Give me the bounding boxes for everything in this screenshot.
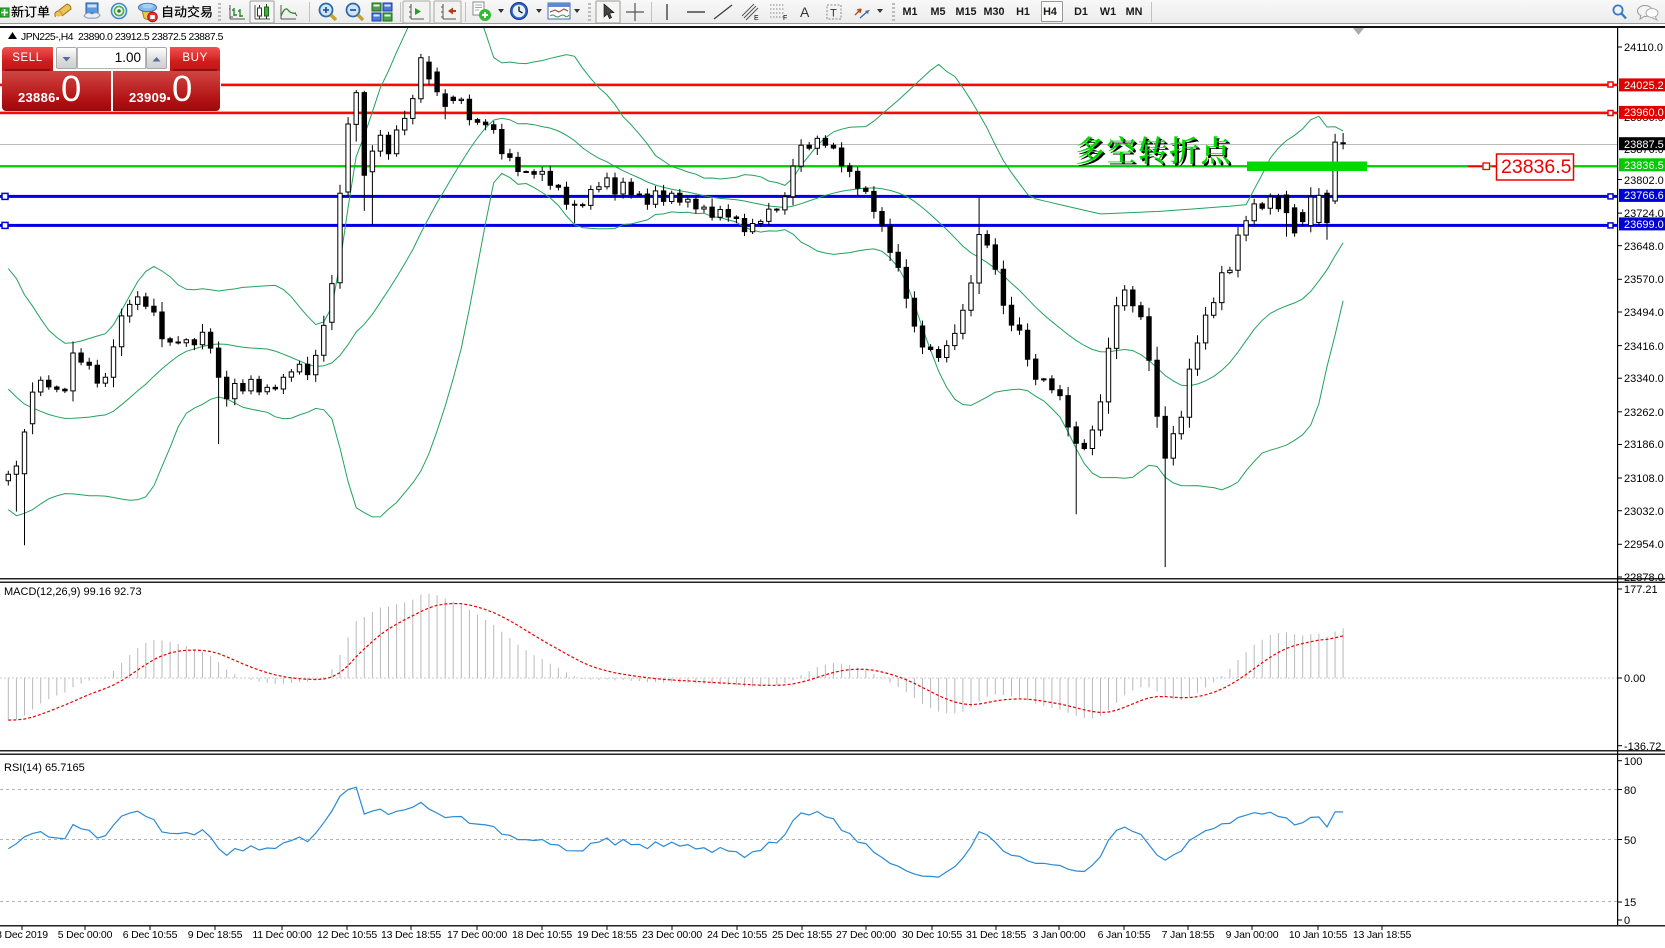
svg-text:23887.5: 23887.5 [1624, 139, 1664, 151]
svg-text:23836.5: 23836.5 [1501, 156, 1572, 178]
svg-text:24110.0: 24110.0 [1624, 42, 1663, 54]
svg-text:23724.0: 23724.0 [1624, 208, 1664, 220]
svg-text:A: A [800, 4, 810, 20]
svg-text:80: 80 [1624, 785, 1636, 797]
svg-text:25 Dec 18:55: 25 Dec 18:55 [772, 929, 832, 941]
svg-text:100: 100 [1624, 756, 1642, 768]
svg-text:0: 0 [1624, 915, 1630, 927]
svg-text:23570.0: 23570.0 [1624, 274, 1664, 286]
svg-text:13 Jan 18:55: 13 Jan 18:55 [1353, 929, 1412, 941]
svg-text:15: 15 [1624, 897, 1636, 909]
svg-text:30 Dec 10:55: 30 Dec 10:55 [902, 929, 962, 941]
svg-text:50: 50 [1624, 835, 1636, 847]
svg-text:23416.0: 23416.0 [1624, 341, 1664, 353]
svg-text:JPN225-,H4 23890.0 23912.5 23: JPN225-,H4 23890.0 23912.5 23872.5 23887… [21, 32, 224, 43]
svg-text:23766.6: 23766.6 [1624, 190, 1664, 202]
svg-text:13 Dec 18:55: 13 Dec 18:55 [381, 929, 441, 941]
svg-text:23802.0: 23802.0 [1624, 175, 1664, 187]
svg-text:23186.0: 23186.0 [1624, 439, 1664, 451]
svg-text:10 Jan 10:55: 10 Jan 10:55 [1289, 929, 1348, 941]
svg-text:24025.2: 24025.2 [1624, 80, 1664, 92]
svg-text:23340.0: 23340.0 [1624, 373, 1664, 385]
svg-text:9 Jan 00:00: 9 Jan 00:00 [1226, 929, 1279, 941]
svg-text:23648.0: 23648.0 [1624, 241, 1664, 253]
svg-text:23 Dec 00:00: 23 Dec 00:00 [642, 929, 702, 941]
svg-text:E: E [754, 15, 759, 22]
svg-text:3 Jan 00:00: 3 Jan 00:00 [1033, 929, 1086, 941]
svg-text:23494.0: 23494.0 [1624, 307, 1664, 319]
svg-text:24 Dec 10:55: 24 Dec 10:55 [707, 929, 767, 941]
svg-text:0.00: 0.00 [1624, 673, 1645, 685]
svg-text:23960.0: 23960.0 [1624, 107, 1664, 119]
svg-text:F: F [783, 15, 787, 22]
svg-text:5 Dec 00:00: 5 Dec 00:00 [58, 929, 113, 941]
svg-text:23836.5: 23836.5 [1624, 160, 1664, 172]
svg-text:11 Dec 00:00: 11 Dec 00:00 [252, 929, 312, 941]
svg-text:T: T [830, 8, 837, 20]
svg-text:27 Dec 00:00: 27 Dec 00:00 [836, 929, 896, 941]
svg-text:23262.0: 23262.0 [1624, 407, 1664, 419]
svg-text:23108.0: 23108.0 [1624, 473, 1664, 485]
svg-text:RSI(14) 65.7165: RSI(14) 65.7165 [4, 762, 85, 774]
svg-text:6 Dec 10:55: 6 Dec 10:55 [123, 929, 178, 941]
svg-text:19 Dec 18:55: 19 Dec 18:55 [577, 929, 637, 941]
svg-text:7 Jan 18:55: 7 Jan 18:55 [1162, 929, 1215, 941]
svg-text:177.21: 177.21 [1624, 584, 1658, 596]
svg-text:23699.0: 23699.0 [1624, 219, 1664, 231]
svg-text:12 Dec 10:55: 12 Dec 10:55 [317, 929, 377, 941]
svg-text:23032.0: 23032.0 [1624, 506, 1664, 518]
svg-text:18 Dec 10:55: 18 Dec 10:55 [512, 929, 572, 941]
svg-text:3 Dec 2019: 3 Dec 2019 [0, 929, 48, 941]
svg-text:22878.0: 22878.0 [1624, 572, 1664, 584]
svg-text:MACD(12,26,9) 99.16 92.73: MACD(12,26,9) 99.16 92.73 [4, 586, 142, 598]
svg-text:-136.72: -136.72 [1624, 741, 1661, 753]
svg-text:22954.0: 22954.0 [1624, 539, 1664, 551]
svg-text:31 Dec 18:55: 31 Dec 18:55 [966, 929, 1026, 941]
svg-text:6 Jan 10:55: 6 Jan 10:55 [1098, 929, 1151, 941]
svg-text:9 Dec 18:55: 9 Dec 18:55 [188, 929, 243, 941]
svg-text:17 Dec 00:00: 17 Dec 00:00 [447, 929, 507, 941]
